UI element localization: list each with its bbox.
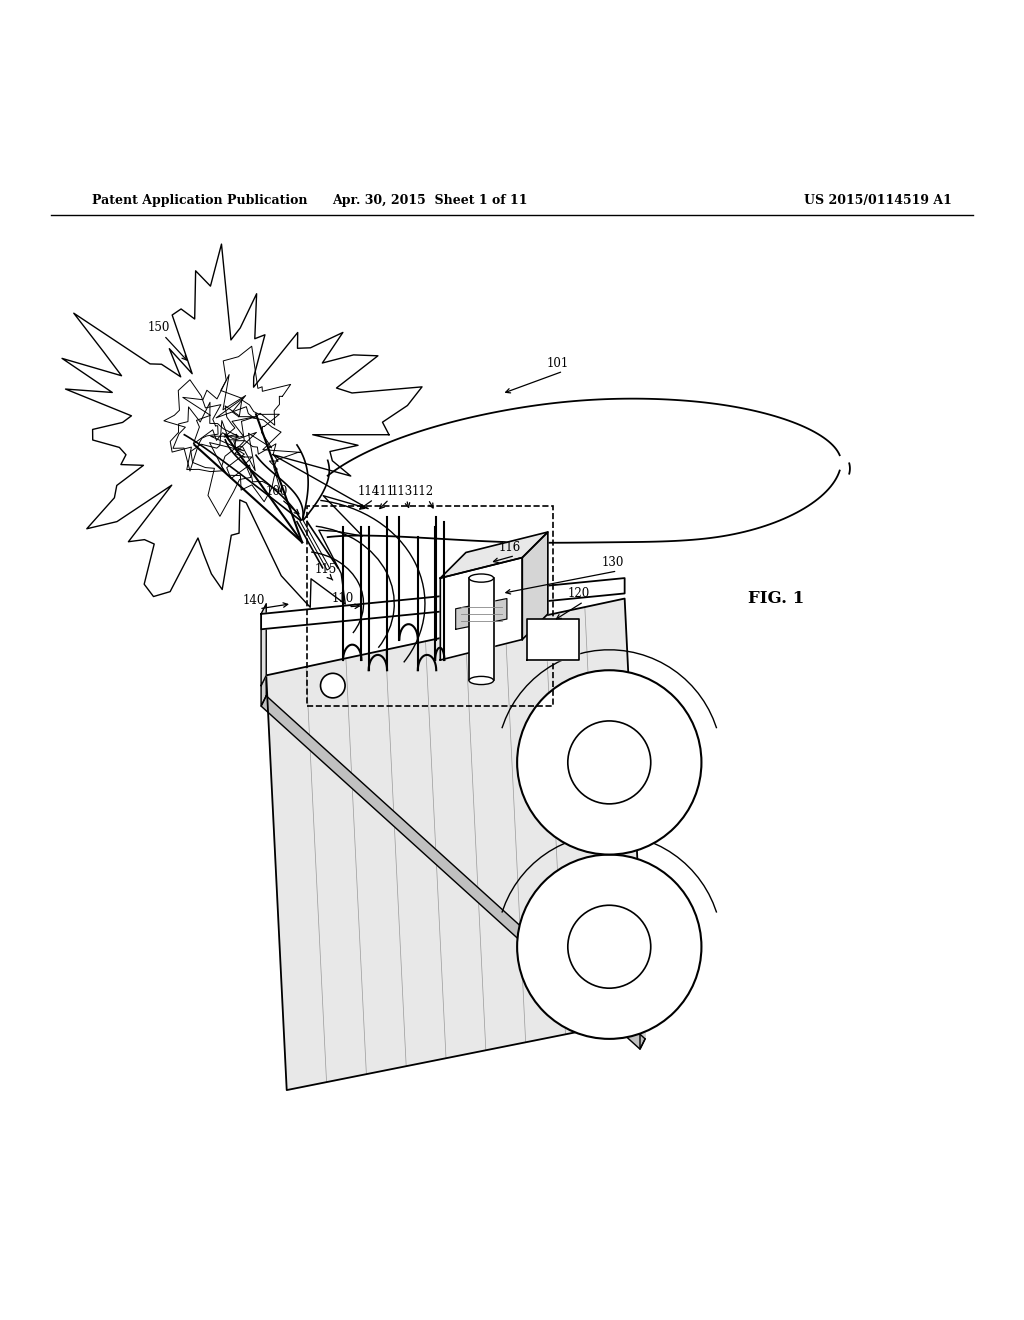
- Polygon shape: [456, 598, 507, 630]
- Text: 111: 111: [373, 484, 395, 498]
- Text: 130: 130: [601, 556, 624, 569]
- Text: 150: 150: [147, 321, 170, 334]
- Text: Patent Application Publication: Patent Application Publication: [92, 194, 307, 207]
- Polygon shape: [261, 578, 625, 630]
- Circle shape: [517, 854, 701, 1039]
- Polygon shape: [328, 399, 840, 543]
- Polygon shape: [266, 598, 645, 1090]
- Ellipse shape: [469, 676, 494, 685]
- Circle shape: [567, 906, 651, 989]
- Polygon shape: [640, 982, 645, 1028]
- Text: 112: 112: [412, 484, 434, 498]
- Polygon shape: [527, 619, 579, 660]
- Text: Apr. 30, 2015  Sheet 1 of 11: Apr. 30, 2015 Sheet 1 of 11: [333, 194, 527, 207]
- Text: 113: 113: [390, 484, 413, 498]
- Text: 114: 114: [357, 484, 380, 498]
- Text: 100: 100: [265, 484, 288, 498]
- Circle shape: [567, 721, 651, 804]
- Text: 116: 116: [499, 541, 521, 554]
- Text: 101: 101: [547, 356, 569, 370]
- Polygon shape: [261, 603, 266, 685]
- Polygon shape: [469, 578, 494, 681]
- Circle shape: [517, 671, 701, 854]
- Text: 110: 110: [332, 593, 354, 605]
- Text: 120: 120: [567, 587, 590, 599]
- Polygon shape: [261, 696, 645, 1049]
- Polygon shape: [522, 532, 548, 639]
- Polygon shape: [640, 1019, 645, 1049]
- Text: US 2015/0114519 A1: US 2015/0114519 A1: [805, 194, 952, 207]
- Text: 115: 115: [314, 564, 337, 577]
- Polygon shape: [440, 557, 522, 660]
- Bar: [307, 507, 553, 706]
- Text: FIG. 1: FIG. 1: [748, 590, 804, 607]
- Polygon shape: [261, 676, 266, 706]
- Text: 140: 140: [243, 594, 265, 607]
- Ellipse shape: [469, 574, 494, 582]
- Polygon shape: [440, 532, 548, 578]
- Polygon shape: [62, 244, 422, 607]
- Circle shape: [321, 673, 345, 698]
